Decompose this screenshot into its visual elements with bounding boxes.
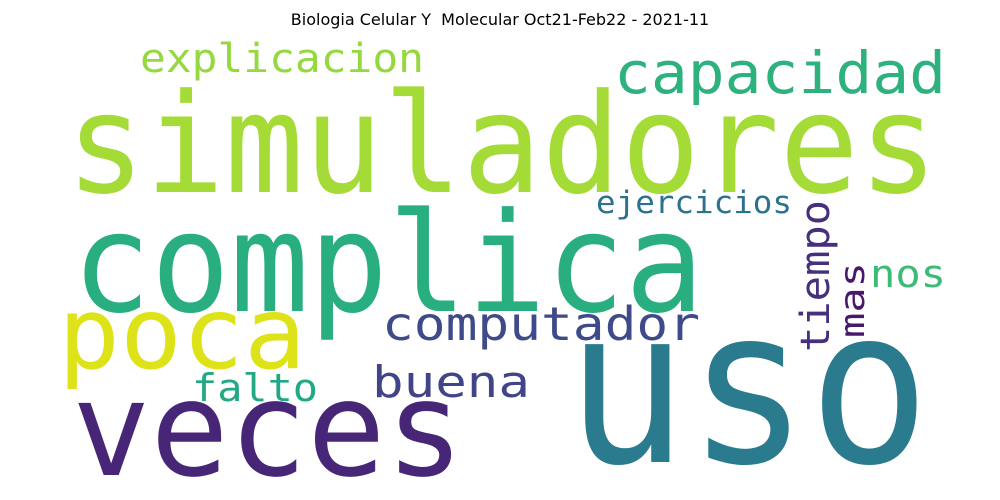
word-uso: uso [566, 262, 930, 500]
word-buena: buena [372, 357, 530, 408]
word-ejercicios: ejercicios [596, 185, 792, 221]
word-computador: computador [382, 297, 700, 351]
word-falto: falto [192, 366, 318, 410]
word-simuladores: simuladores [66, 64, 938, 225]
word-capacidad: capacidad [614, 39, 946, 107]
word-complica: complica [72, 183, 704, 344]
word-mas: mas [833, 262, 873, 338]
word-explicacion: explicacion [140, 36, 424, 82]
word-nos: nos [870, 252, 946, 296]
word-tiempo: tiempo [793, 200, 839, 352]
word-veces: veces [72, 353, 464, 500]
word-poca: poca [58, 275, 306, 392]
chart-title: Biologia Celular Y Molecular Oct21-Feb22… [290, 10, 710, 29]
